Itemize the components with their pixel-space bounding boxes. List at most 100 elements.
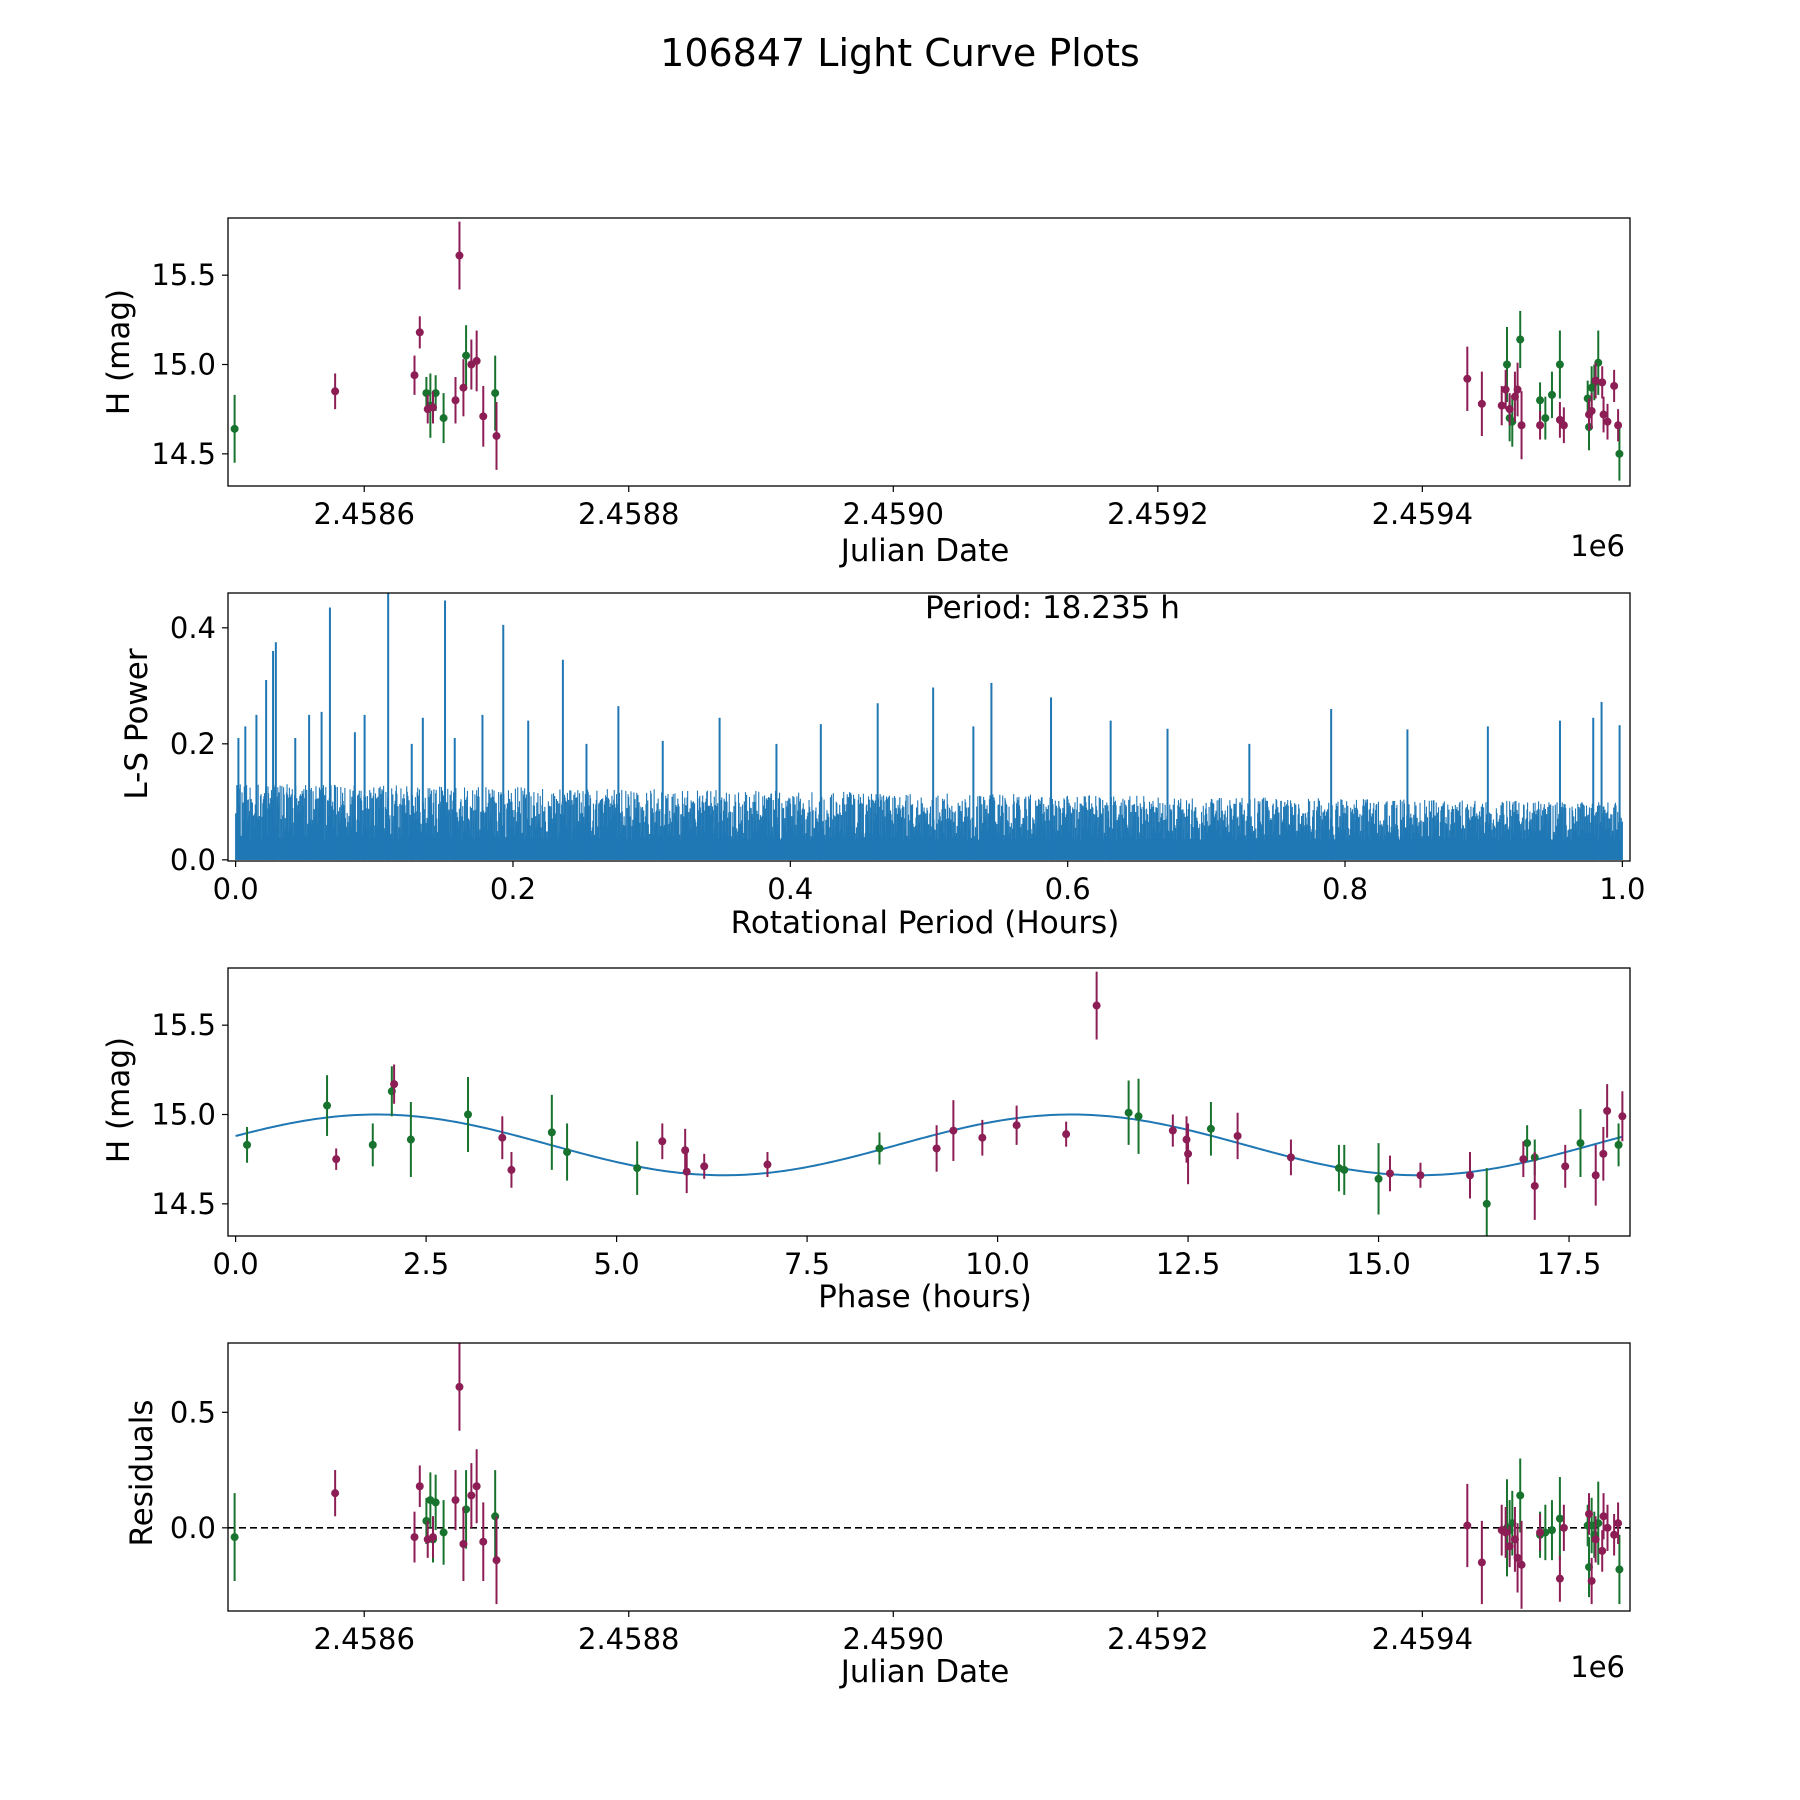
residuals-o-point bbox=[1603, 1523, 1612, 1532]
lightcurve-g-point bbox=[1541, 414, 1550, 423]
phasecurve-xtick-label: 17.5 bbox=[1537, 1247, 1602, 1281]
phasecurve-ytick-label: 15.5 bbox=[151, 1008, 216, 1042]
phasecurve-ytick-label: 15.0 bbox=[151, 1098, 216, 1132]
phasecurve-o-point bbox=[332, 1155, 341, 1164]
residuals-plot-frame bbox=[227, 1342, 1631, 1612]
phasecurve-xtick-label: 12.5 bbox=[1156, 1247, 1221, 1281]
phasecurve-o-point bbox=[1603, 1106, 1612, 1115]
lightcurve-o-point bbox=[1536, 421, 1545, 430]
residuals-panel: Julian Date Residuals 1e6 2.4586 2.4588 2.… bbox=[124, 1342, 1631, 1690]
lightcurve-o-point bbox=[1591, 376, 1600, 385]
residuals-g-point bbox=[422, 1516, 431, 1525]
power-spectrum-baseline bbox=[235, 839, 1623, 860]
periodogram-plot-area bbox=[235, 593, 1623, 860]
phasecurve-g-point bbox=[1340, 1165, 1349, 1174]
residuals-offset-label: 1e6 bbox=[1570, 1650, 1625, 1684]
lightcurve-g-point bbox=[1555, 360, 1564, 369]
residuals-g-point bbox=[1547, 1526, 1556, 1535]
lightcurve-ytick-label: 15.0 bbox=[151, 348, 216, 382]
lightcurve-o-point bbox=[472, 356, 481, 365]
lightcurve-o-point bbox=[1497, 401, 1506, 410]
lightcurve-o-point bbox=[1513, 385, 1522, 394]
phasecurve-o-point bbox=[507, 1165, 516, 1174]
lightcurve-xtick-label: 2.4594 bbox=[1372, 497, 1473, 531]
phasecurve-g-point bbox=[1576, 1139, 1585, 1148]
phasecurve-o-point bbox=[1530, 1181, 1539, 1190]
phasecurve-o-point bbox=[1591, 1171, 1600, 1180]
periodogram-ytick-label: 0.2 bbox=[170, 727, 216, 761]
residuals-o-point bbox=[1536, 1528, 1545, 1537]
phasecurve-g-point bbox=[406, 1135, 415, 1144]
residuals-o-point bbox=[1513, 1553, 1522, 1562]
phasecurve-xtick-label: 10.0 bbox=[965, 1247, 1030, 1281]
phasecurve-o-point bbox=[682, 1167, 691, 1176]
phasecurve-g-point bbox=[563, 1148, 572, 1157]
periodogram-xtick-label: 1.0 bbox=[1599, 872, 1645, 906]
periodogram-xtick-label: 0.2 bbox=[490, 872, 536, 906]
residuals-g-point bbox=[1516, 1491, 1525, 1500]
residuals-o-point bbox=[1477, 1558, 1486, 1567]
periodogram-plot-frame bbox=[227, 592, 1631, 862]
periodogram-ytick-label: 0.4 bbox=[170, 611, 216, 645]
phasecurve-xtick-label: 2.5 bbox=[403, 1247, 449, 1281]
phasecurve-g-point bbox=[1614, 1140, 1623, 1149]
phasecurve-g-point bbox=[547, 1128, 556, 1137]
lightcurve-o-point bbox=[459, 383, 468, 392]
phasecurve-plot-area bbox=[235, 971, 1627, 1236]
phasecurve-o-point bbox=[1618, 1112, 1627, 1121]
residuals-o-point bbox=[1517, 1560, 1526, 1569]
lightcurve-xtick-label: 2.4590 bbox=[843, 497, 944, 531]
phasecurve-o-point bbox=[1416, 1171, 1425, 1180]
phasecurve-g-point bbox=[323, 1101, 332, 1110]
residuals-ytick-label: 0.0 bbox=[170, 1511, 216, 1545]
phasecurve-o-point bbox=[1519, 1155, 1528, 1164]
phasecurve-g-point bbox=[1374, 1174, 1383, 1183]
residuals-xtick-label: 2.4594 bbox=[1372, 1622, 1473, 1656]
phasecurve-g-point bbox=[1134, 1112, 1143, 1121]
phasecurve-o-point bbox=[1168, 1126, 1177, 1135]
phasecurve-o-point bbox=[1092, 1001, 1101, 1010]
residuals-o-point bbox=[467, 1491, 476, 1500]
lightcurve-g-point bbox=[491, 389, 500, 398]
residuals-o-point bbox=[1614, 1519, 1623, 1528]
phasecurve-g-point bbox=[1124, 1108, 1133, 1117]
lightcurve-g-point bbox=[422, 389, 431, 398]
phasecurve-o-point bbox=[1385, 1169, 1394, 1178]
lightcurve-o-point bbox=[1463, 374, 1472, 383]
residuals-xtick-label: 2.4590 bbox=[843, 1622, 944, 1656]
residuals-g-point bbox=[439, 1528, 448, 1537]
residuals-xtick-label: 2.4588 bbox=[578, 1622, 679, 1656]
phasecurve-g-point bbox=[1206, 1124, 1215, 1133]
phasecurve-o-point bbox=[658, 1137, 667, 1146]
lightcurve-o-point bbox=[1517, 421, 1526, 430]
periodogram-ytick-label: 0.0 bbox=[170, 843, 216, 877]
residuals-o-point bbox=[1501, 1528, 1510, 1537]
phasecurve-o-point bbox=[390, 1080, 399, 1089]
residuals-o-point bbox=[415, 1482, 424, 1491]
lightcurve-o-point bbox=[1559, 421, 1568, 430]
residuals-g-point bbox=[230, 1533, 239, 1542]
lightcurve-o-point bbox=[1599, 410, 1608, 419]
phasecurve-panel: Phase (hours) H (mag) 0.0 2.5 5.0 7.5 10.0 12… bbox=[101, 967, 1631, 1315]
residuals-o-point bbox=[1463, 1521, 1472, 1530]
lightcurve-g-point bbox=[1502, 360, 1511, 369]
lightcurve-g-point bbox=[1583, 394, 1592, 403]
periodogram-ylabel: L-S Power bbox=[119, 648, 155, 799]
lightcurve-o-point bbox=[1501, 385, 1510, 394]
lightcurve-panel: Julian Date H (mag) 1e6 2.4586 2.4588 2.45… bbox=[101, 217, 1631, 569]
residuals-o-point bbox=[410, 1533, 419, 1542]
phasecurve-o-point bbox=[1286, 1153, 1295, 1162]
phasecurve-g-point bbox=[243, 1140, 252, 1149]
phasecurve-o-point bbox=[763, 1160, 772, 1169]
residuals-o-point bbox=[472, 1482, 481, 1491]
phasecurve-o-point bbox=[1599, 1149, 1608, 1158]
residuals-plot-area bbox=[228, 1343, 1630, 1609]
lightcurve-offset-label: 1e6 bbox=[1570, 529, 1625, 563]
residuals-xlabel: Julian Date bbox=[839, 1654, 1010, 1690]
residuals-o-point bbox=[459, 1540, 468, 1548]
lightcurve-g-point bbox=[1516, 335, 1525, 344]
lightcurve-ytick-label: 14.5 bbox=[151, 437, 216, 471]
lightcurve-plot-frame bbox=[227, 217, 1631, 487]
lightcurve-o-point bbox=[429, 403, 438, 412]
lightcurve-g-point bbox=[230, 424, 239, 433]
